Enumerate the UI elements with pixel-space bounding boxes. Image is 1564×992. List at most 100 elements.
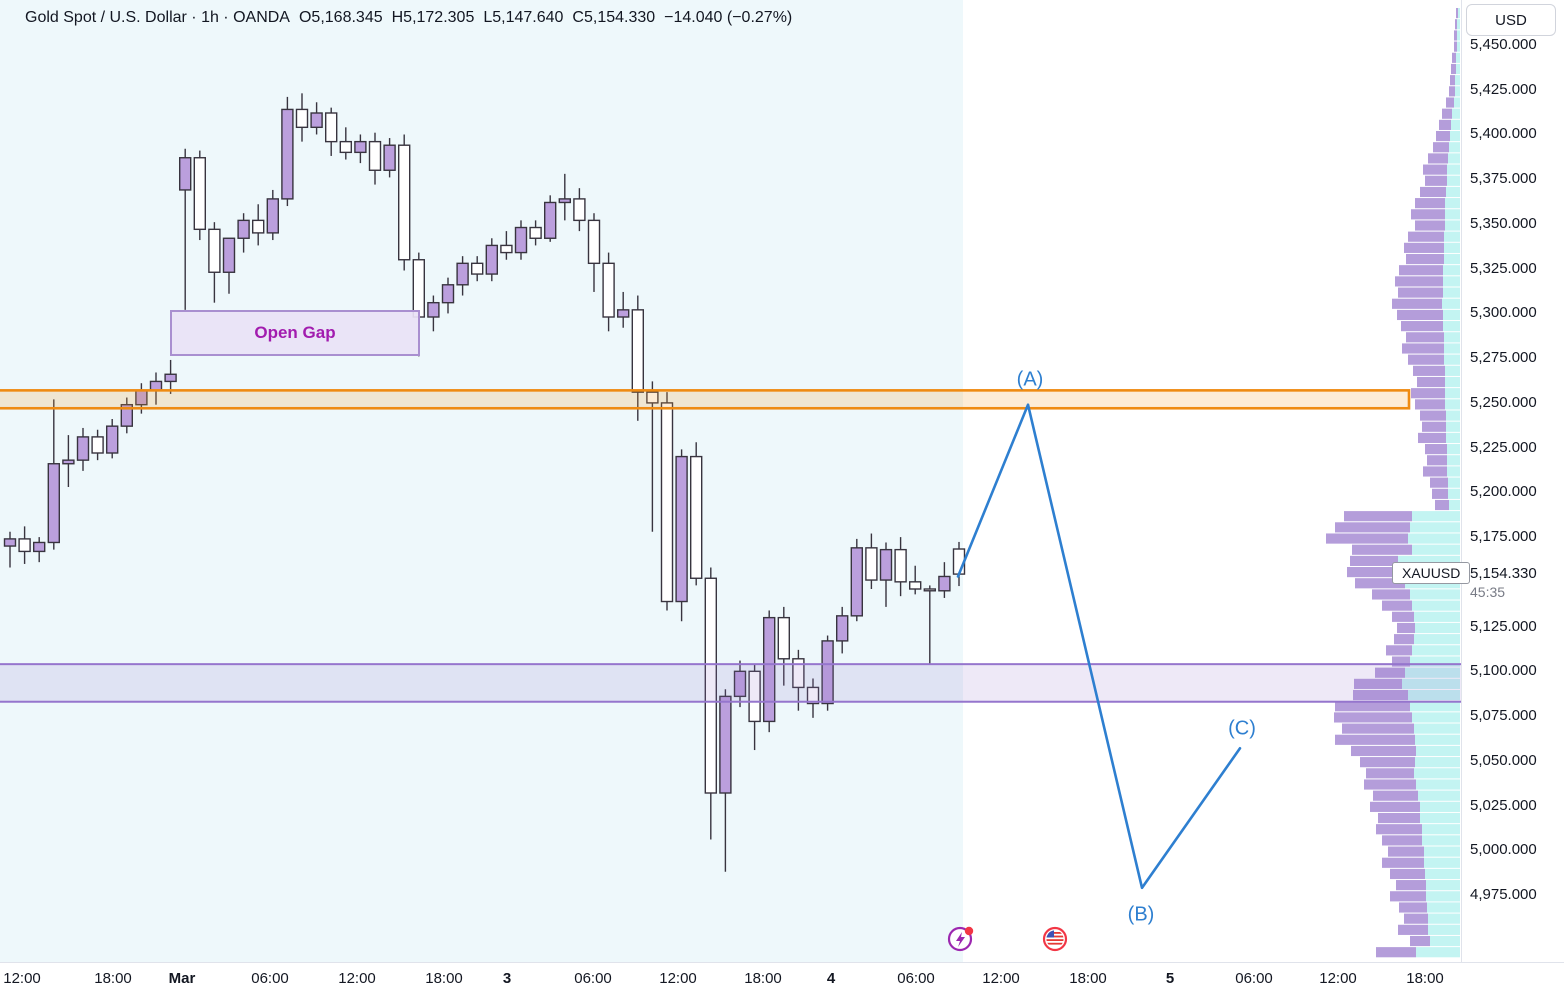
volume-profile-up-segment (1373, 790, 1418, 801)
volume-profile-down-segment (1443, 287, 1460, 298)
economic-event-lightning-icon[interactable] (947, 925, 975, 953)
volume-profile-down-segment (1450, 130, 1460, 142)
candle-body-down (208, 228, 221, 273)
price-tick: 4,975.000 (1470, 886, 1537, 903)
candle (178, 148, 192, 310)
candle-body-down (325, 112, 338, 143)
chart-legend: Gold Spot / U.S. Dollar · 1h · OANDA O5,… (25, 9, 792, 27)
candle-body-down (690, 455, 703, 579)
volume-profile-down-segment (1444, 354, 1460, 365)
candle (47, 399, 60, 550)
candle-body-up (441, 284, 455, 304)
time-tick: 06:00 (251, 970, 289, 987)
candle-body-down (251, 219, 265, 234)
price-tick: 5,350.000 (1470, 214, 1537, 232)
volume-profile-up-segment (1351, 745, 1416, 757)
candle-body-down (923, 588, 936, 592)
candle-body-down (865, 547, 878, 581)
time-tick: 18:00 (1406, 970, 1444, 987)
candle-body-down (295, 108, 309, 129)
candle (105, 419, 119, 459)
candle (631, 295, 644, 421)
volume-profile-up-segment (1425, 444, 1447, 455)
supply-zone-orange[interactable] (0, 389, 1411, 410)
candle-body-up (456, 262, 469, 286)
volume-profile-up-segment (1413, 365, 1445, 376)
candle-body-up (237, 219, 250, 239)
candle-body-up (427, 301, 440, 318)
time-tick: 06:00 (1235, 970, 1273, 987)
volume-profile-up-segment (1446, 97, 1454, 108)
volume-profile-down-segment (1415, 622, 1460, 634)
candle (120, 397, 134, 434)
price-chart[interactable] (0, 0, 1461, 962)
volume-profile-up-segment (1454, 41, 1457, 52)
volume-profile-down-segment (1398, 555, 1460, 566)
volume-profile-up-segment (1402, 343, 1444, 354)
volume-profile-down-segment (1402, 678, 1460, 689)
volume-profile-down-segment (1422, 824, 1460, 835)
volume-profile-up-segment (1401, 321, 1443, 332)
volume-profile-down-segment (1412, 600, 1460, 611)
volume-profile-down-segment (1410, 656, 1460, 667)
volume-profile-down-segment (1445, 388, 1460, 399)
ohlc-high: H5,172.305 (391, 9, 475, 26)
volume-profile-up-segment (1439, 119, 1451, 130)
volume-profile-down-segment (1445, 376, 1460, 388)
volume-profile-down-segment (1444, 253, 1460, 265)
ohlc-low: L5,147.640 (483, 9, 564, 26)
volume-profile-up-segment (1415, 220, 1445, 231)
time-tick: 3 (502, 970, 512, 987)
candle-body-down (500, 244, 513, 254)
candle-body-up (383, 144, 396, 171)
candle-body-up (178, 157, 192, 191)
volume-profile-down-segment (1408, 533, 1460, 544)
candle-body-down (573, 198, 586, 222)
volume-profile-up-segment (1408, 354, 1444, 365)
volume-profile-down-segment (1457, 30, 1460, 41)
candle-body-up (266, 198, 279, 234)
volume-profile-up-segment (1382, 857, 1424, 868)
volume-profile-up-segment (1415, 399, 1445, 410)
volume-profile-up-segment (1397, 622, 1415, 634)
symbol-price-tag: XAUUSD (1392, 562, 1471, 585)
volume-profile-up-segment (1342, 723, 1414, 734)
volume-profile-up-segment (1449, 86, 1455, 97)
candle (514, 220, 528, 260)
currency-toggle-button[interactable]: USD (1466, 4, 1556, 36)
wave-label-c[interactable]: (C) (1228, 717, 1256, 740)
candle-body-up (850, 547, 863, 617)
volume-profile-up-segment (1406, 253, 1444, 265)
candle (76, 427, 90, 471)
volume-profile-down-segment (1426, 880, 1460, 891)
volume-profile-down-segment (1446, 186, 1460, 198)
candle-body-down (339, 140, 352, 154)
candle (62, 435, 75, 487)
price-tick: 5,450.000 (1470, 36, 1537, 53)
economic-event-us-flag-icon[interactable] (1041, 925, 1069, 953)
volume-profile-down-segment (1426, 891, 1460, 902)
candle (938, 562, 951, 598)
price-tick: 5,050.000 (1470, 751, 1537, 769)
wave-label-b[interactable]: (B) (1127, 903, 1155, 926)
volume-profile-up-segment (1390, 868, 1425, 880)
volume-profile-down-segment (1414, 634, 1460, 645)
open-gap-box[interactable]: Open Gap (170, 309, 420, 357)
volume-profile-down-segment (1456, 63, 1460, 75)
volume-profile-down-segment (1454, 97, 1460, 108)
candle (733, 660, 747, 708)
wave-label-a[interactable]: (A) (1016, 368, 1044, 391)
volume-profile-down-segment (1412, 511, 1460, 522)
ohlc-close: C5,154.330 (572, 9, 656, 26)
price-axis[interactable]: 5,450.000 5,425.000 5,400.000 5,375.000 5,35… (1462, 0, 1564, 962)
time-axis[interactable]: 12:00 18:00 Mar 06:00 12:00 18:00 3 06:00 12:00 1… (0, 963, 1564, 992)
volume-profile-up-segment (1395, 276, 1443, 287)
volume-profile-down-segment (1452, 108, 1460, 119)
candle-body-up (763, 616, 776, 723)
candle-body-up (33, 541, 46, 553)
candle (427, 295, 440, 332)
volume-profile-down-segment (1455, 86, 1460, 97)
symbol-title[interactable]: Gold Spot / U.S. Dollar · 1h · OANDA (25, 9, 290, 26)
projection-path[interactable] (956, 403, 1242, 890)
demand-zone-purple[interactable] (0, 663, 1461, 703)
